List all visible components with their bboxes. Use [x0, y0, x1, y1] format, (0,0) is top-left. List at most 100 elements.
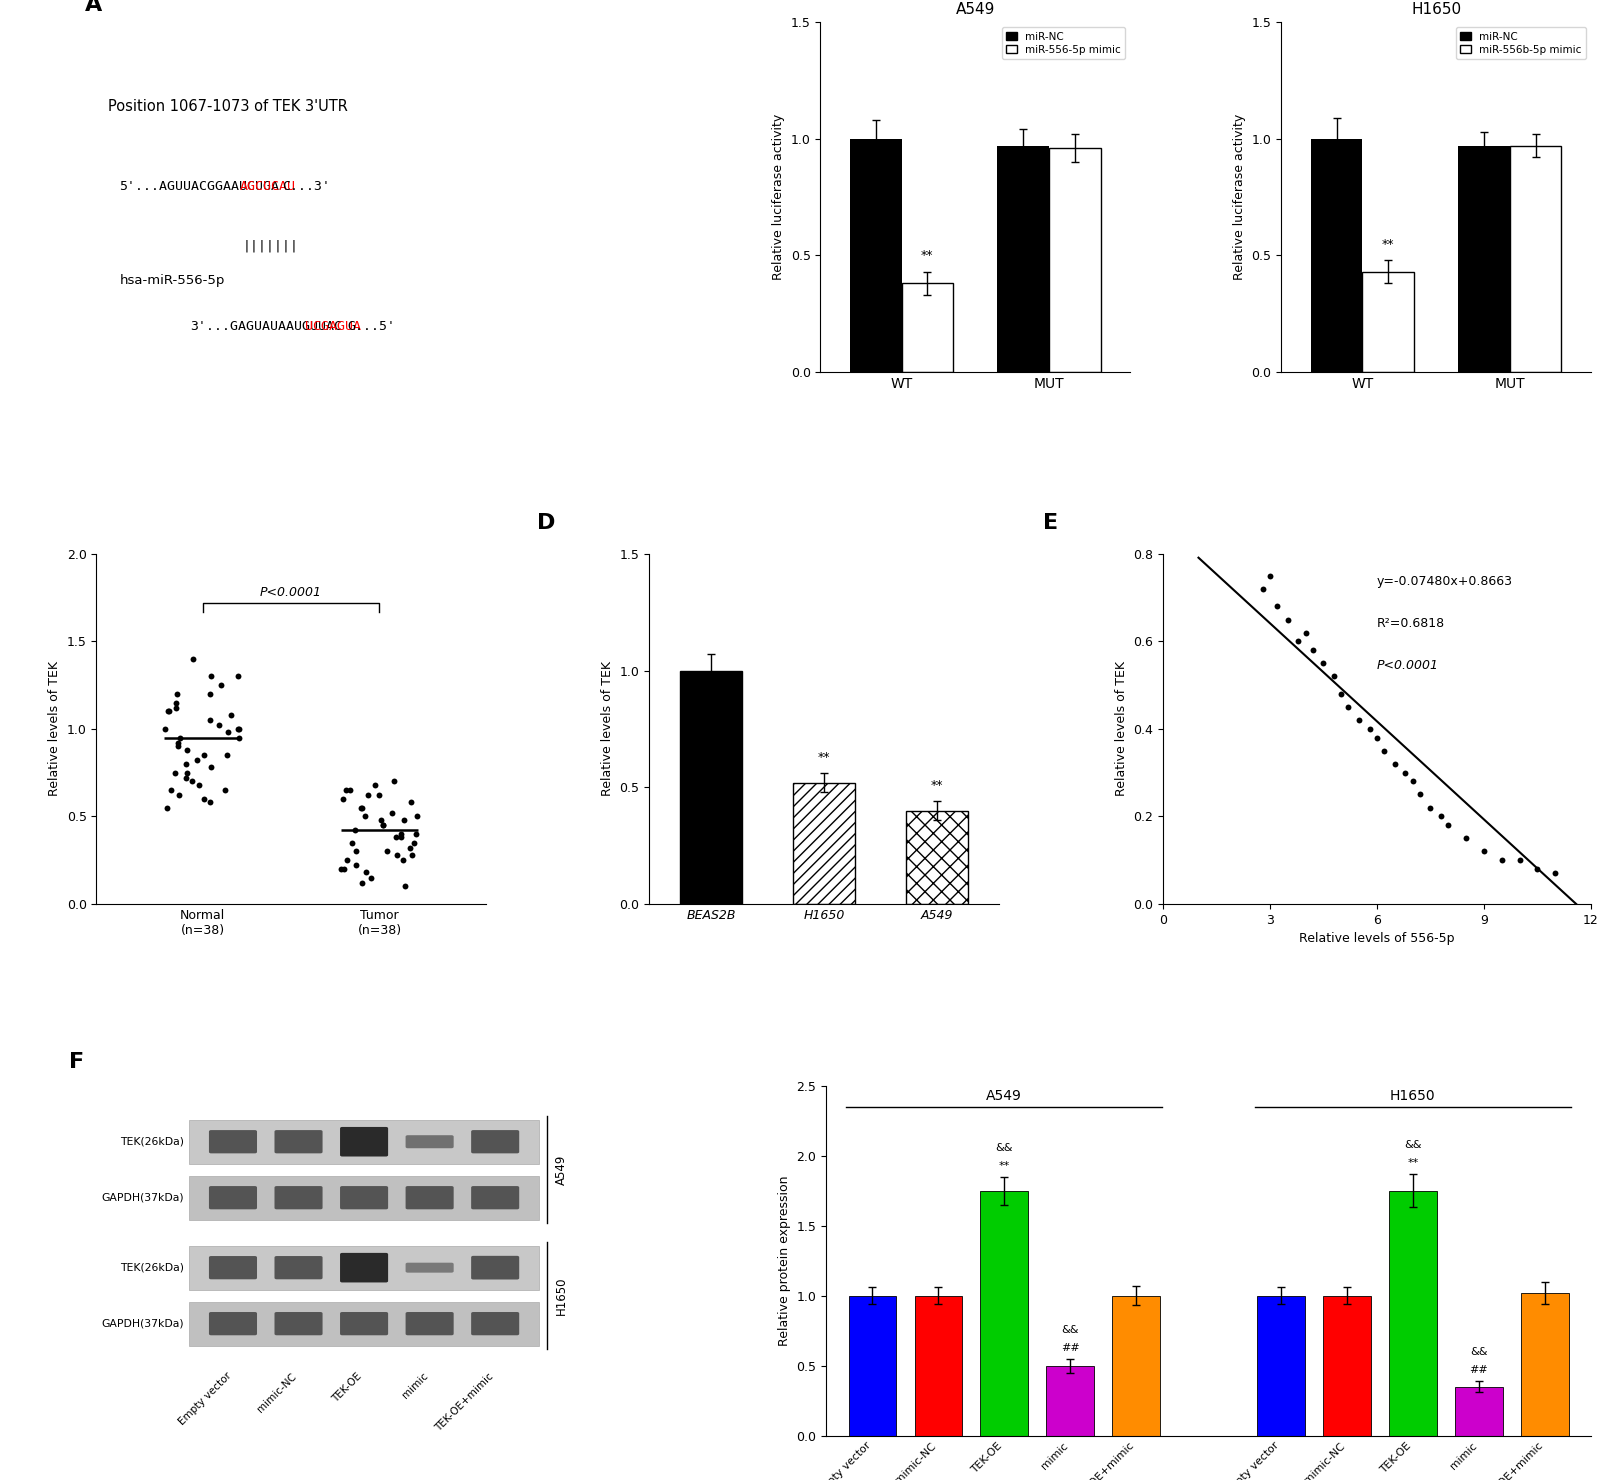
Point [1286, 629, 1311, 653]
Point [198, 665, 223, 688]
Point [214, 743, 239, 767]
Point [391, 848, 416, 872]
Point [164, 682, 190, 706]
Bar [190, 1175, 538, 1220]
Point [1470, 839, 1496, 863]
Point [331, 857, 357, 881]
Point [1329, 682, 1355, 706]
Bar [1046, 1366, 1094, 1436]
Y-axis label: Relative protein expression: Relative protein expression [778, 1175, 791, 1345]
Point [339, 830, 365, 854]
Point [391, 808, 416, 832]
FancyBboxPatch shape [405, 1135, 453, 1148]
Point [344, 839, 370, 863]
Bar [1522, 1294, 1568, 1436]
Point [397, 836, 423, 860]
Text: TEK-OE: TEK-OE [331, 1370, 365, 1405]
Point [167, 783, 193, 807]
Point [162, 696, 188, 719]
Point [191, 743, 217, 767]
Point [180, 647, 206, 670]
Point [1321, 665, 1347, 688]
Point [175, 761, 201, 784]
Point [384, 844, 410, 867]
Point [225, 718, 251, 741]
Point [1310, 651, 1335, 675]
FancyBboxPatch shape [341, 1185, 389, 1209]
Legend: miR-NC, miR-556b-5p mimic: miR-NC, miR-556b-5p mimic [1456, 28, 1586, 59]
Point [159, 778, 185, 802]
Point [350, 796, 376, 820]
Bar [1363, 272, 1414, 371]
FancyBboxPatch shape [471, 1131, 519, 1153]
Bar [1511, 147, 1562, 371]
Point [154, 796, 180, 820]
Text: ##: ## [1469, 1366, 1488, 1375]
FancyBboxPatch shape [405, 1185, 453, 1209]
Point [1435, 814, 1461, 838]
Text: **: ** [1408, 1159, 1419, 1168]
Point [403, 821, 429, 845]
Point [331, 787, 357, 811]
Point [167, 725, 193, 749]
Bar [1257, 1295, 1305, 1436]
Point [400, 830, 426, 854]
Legend: miR-NC, miR-556-5p mimic: miR-NC, miR-556-5p mimic [1003, 28, 1125, 59]
Bar [914, 1295, 963, 1436]
Text: UCGAGUA: UCGAGUA [305, 320, 362, 333]
Point [198, 756, 223, 780]
Text: **: ** [1382, 238, 1395, 250]
Point [358, 866, 384, 889]
Point [1371, 739, 1396, 762]
FancyBboxPatch shape [471, 1185, 519, 1209]
Bar [1454, 1387, 1503, 1436]
Text: y=-0.07480x+0.8663: y=-0.07480x+0.8663 [1377, 574, 1512, 588]
Point [328, 857, 354, 881]
FancyBboxPatch shape [275, 1311, 323, 1335]
X-axis label: Relative levels of 556-5p: Relative levels of 556-5p [1298, 932, 1454, 946]
Point [198, 682, 223, 706]
FancyBboxPatch shape [405, 1311, 453, 1335]
Point [1406, 783, 1432, 807]
Bar [1311, 139, 1363, 371]
Point [1347, 709, 1372, 733]
FancyBboxPatch shape [275, 1131, 323, 1153]
Text: ##: ## [1061, 1342, 1080, 1353]
Point [1393, 761, 1419, 784]
Text: H1650: H1650 [1390, 1089, 1435, 1103]
Text: TEK(26kDa): TEK(26kDa) [121, 1137, 183, 1147]
FancyBboxPatch shape [209, 1185, 257, 1209]
Point [342, 854, 368, 878]
FancyBboxPatch shape [275, 1257, 323, 1279]
Text: R²=0.6818: R²=0.6818 [1377, 617, 1445, 630]
Bar [190, 1246, 538, 1289]
Text: **: ** [818, 750, 831, 764]
Bar [1323, 1295, 1371, 1436]
Point [379, 801, 405, 824]
Point [354, 860, 379, 884]
Point [153, 718, 178, 741]
Text: AGCUCAU: AGCUCAU [239, 179, 296, 192]
Text: C...3': C...3' [281, 179, 329, 192]
Bar [906, 811, 969, 904]
Point [206, 713, 231, 737]
Point [1250, 577, 1276, 601]
Point [1525, 857, 1551, 881]
Point [352, 805, 378, 829]
Y-axis label: Relative luciferase activity: Relative luciferase activity [773, 114, 786, 280]
Text: 5'...AGUUACGGAAUCUGA: 5'...AGUUACGGAAUCUGA [119, 179, 280, 192]
Point [1429, 805, 1454, 829]
Point [1257, 564, 1282, 588]
FancyBboxPatch shape [471, 1311, 519, 1335]
Text: &&: && [1470, 1347, 1488, 1357]
Text: Position 1067-1073 of TEK 3'UTR: Position 1067-1073 of TEK 3'UTR [108, 99, 347, 114]
Y-axis label: Relative levels of TEK: Relative levels of TEK [601, 662, 614, 796]
Point [382, 826, 408, 850]
Text: mimic: mimic [400, 1370, 429, 1400]
Point [355, 783, 381, 807]
FancyBboxPatch shape [209, 1311, 257, 1335]
Point [1543, 861, 1568, 885]
Point [374, 839, 400, 863]
Point [405, 805, 431, 829]
Point [174, 752, 199, 776]
